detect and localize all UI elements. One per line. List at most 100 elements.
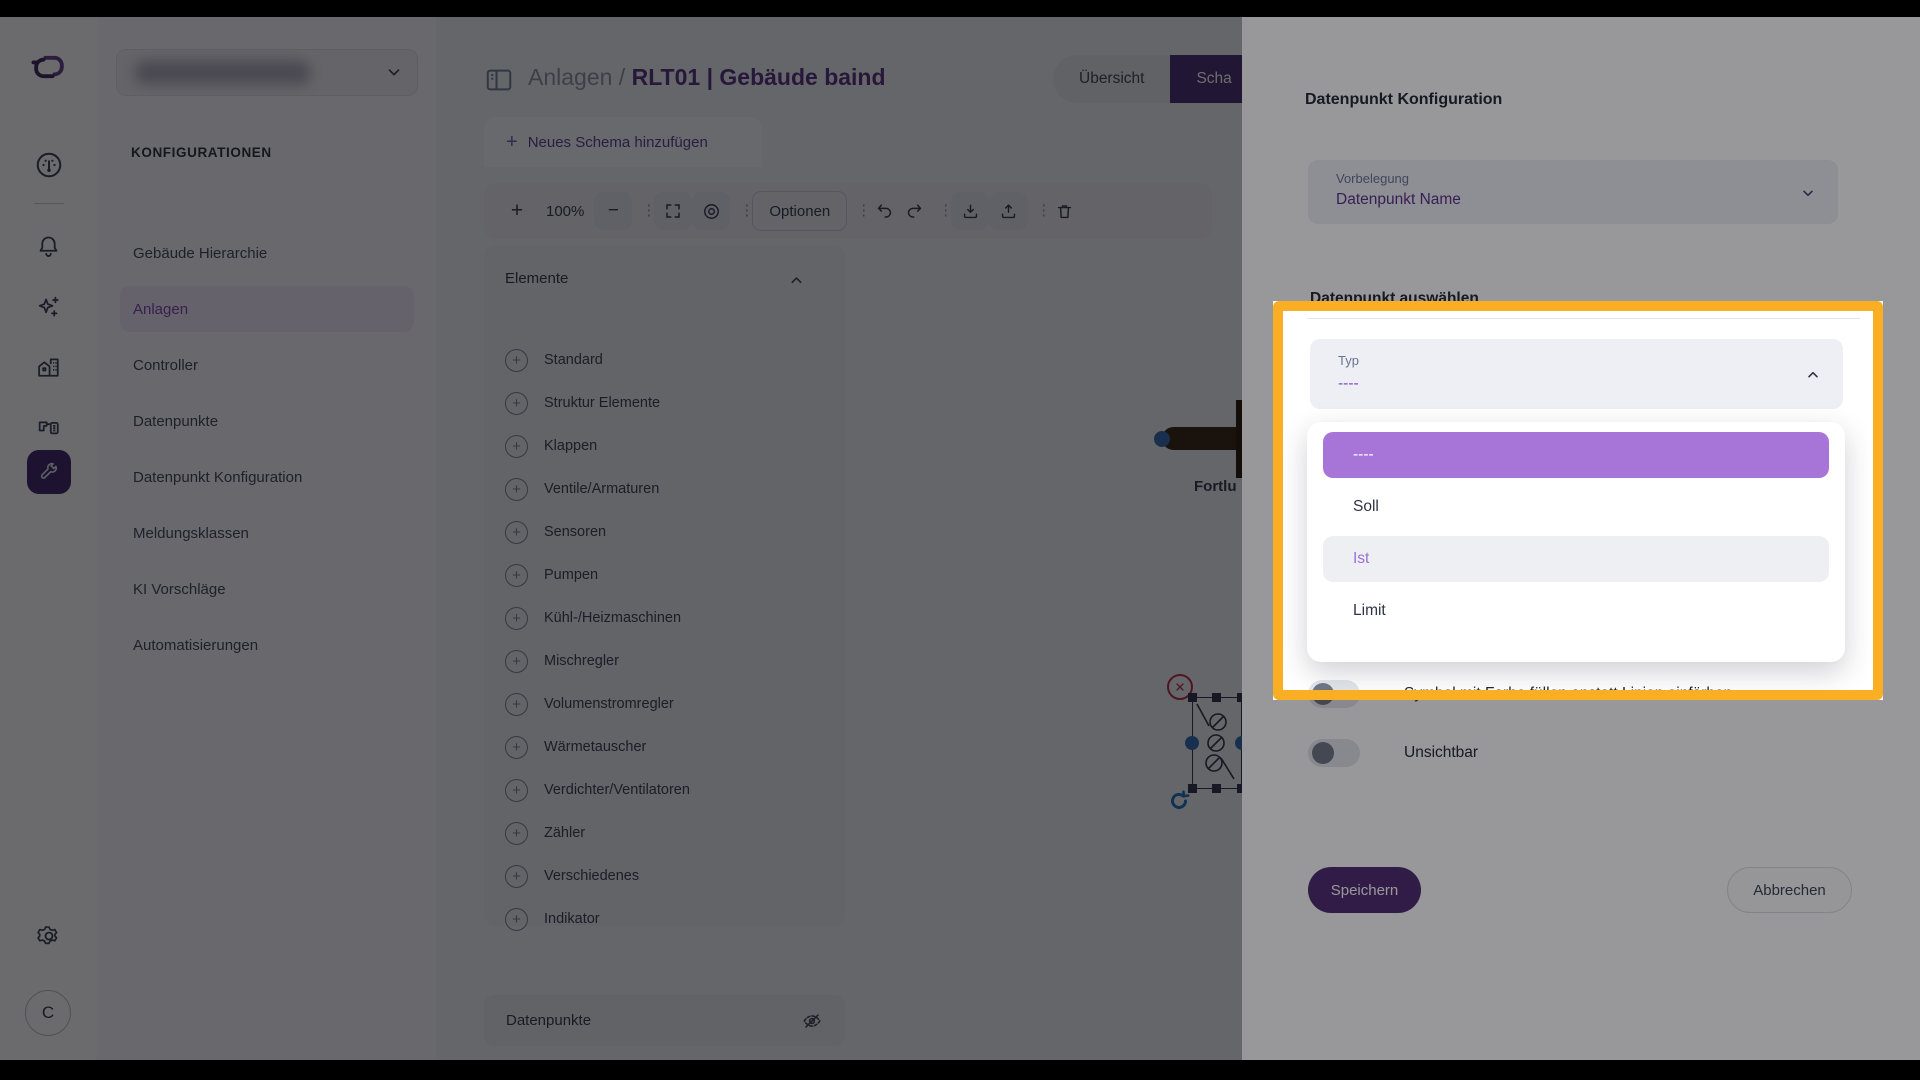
toolbar-separator: ⋮ [641, 202, 657, 219]
delete-button[interactable] [1049, 192, 1079, 230]
organization-select[interactable] [116, 49, 418, 96]
resize-handle[interactable] [1212, 784, 1221, 793]
preview-eye-button[interactable] [692, 192, 731, 230]
letterbox-bottom [0, 1060, 1920, 1080]
resize-handle[interactable] [1237, 784, 1246, 793]
resize-handle[interactable] [1188, 693, 1197, 702]
toggle-row-unsichtbar: Unsichtbar [1308, 739, 1478, 767]
option-empty[interactable]: ---- [1323, 432, 1829, 478]
element-category-standard[interactable]: + Standard [505, 345, 603, 375]
resize-handle[interactable] [1237, 693, 1246, 702]
option-ist[interactable]: Ist [1323, 536, 1829, 582]
element-category-volumenstromregler[interactable]: + Volumenstromregler [505, 689, 674, 719]
sidebar-section-title: KONFIGURATIONEN [131, 145, 272, 160]
plus-circle-icon: + [505, 434, 528, 458]
plus-circle-icon: + [505, 348, 528, 372]
element-category-ventile[interactable]: + Ventile/Armaturen [505, 474, 659, 504]
sidebar-item-meldungsklassen[interactable]: Meldungsklassen [133, 524, 249, 542]
rotate-element-handle[interactable] [1167, 789, 1191, 818]
element-category-mischregler[interactable]: + Mischregler [505, 646, 619, 676]
upload-button[interactable] [989, 192, 1028, 230]
element-category-pumpen[interactable]: + Pumpen [505, 560, 598, 590]
page-title: RLT01 | Gebäude baind [631, 64, 886, 90]
pipe-connector-dot[interactable] [1154, 431, 1170, 447]
options-button[interactable]: Optionen [752, 191, 848, 231]
fullscreen-button[interactable] [654, 192, 693, 230]
letterbox-top [0, 0, 1920, 17]
collapse-chevron-up-icon[interactable] [788, 272, 805, 294]
element-category-sensoren[interactable]: + Sensoren [505, 517, 606, 547]
breadcrumb-root[interactable]: Anlagen / [528, 64, 632, 90]
settings-gear-icon[interactable] [0, 922, 97, 950]
redo-button[interactable] [899, 192, 929, 230]
sidebar-item-gebaeude-hierarchie[interactable]: Gebäude Hierarchie [133, 244, 268, 262]
plus-circle-icon: + [505, 606, 528, 630]
app-logo[interactable] [0, 45, 97, 89]
save-button[interactable]: Speichern [1308, 867, 1421, 913]
download-button[interactable] [951, 192, 990, 230]
sidebar-item-controller[interactable]: Controller [133, 356, 199, 374]
element-category-kuehl-heiz[interactable]: + Kühl-/Heizmaschinen [505, 603, 681, 633]
section-heading: Datenpunkt auswählen [1310, 290, 1479, 307]
sidebar-item-anlagen[interactable]: Anlagen [120, 286, 414, 332]
symbol-fill-toggle[interactable] [1308, 680, 1360, 708]
plus-circle-icon: + [505, 477, 528, 501]
panel-toggle-icon[interactable] [484, 65, 514, 100]
user-avatar[interactable]: C [25, 990, 71, 1036]
duct-pipe-shape[interactable] [1162, 427, 1242, 450]
element-category-klappen[interactable]: + Klappen [505, 431, 597, 461]
facility-equipment-icon[interactable] [0, 413, 97, 441]
trash-icon [1057, 204, 1071, 218]
zoom-in-button[interactable]: + [510, 199, 524, 222]
pipe-label-fortluft: Fortlu [1194, 478, 1237, 495]
element-category-struktur[interactable]: + Struktur Elemente [505, 388, 660, 418]
undo-button[interactable] [869, 192, 899, 230]
tab-uebersicht[interactable]: Übersicht [1079, 70, 1145, 87]
zoom-out-button[interactable]: − [594, 192, 633, 230]
tab-neues-schema[interactable]: + Neues Schema hinzufügen [484, 117, 762, 167]
dashboard-gauge-icon[interactable] [0, 150, 97, 180]
element-category-indikator[interactable]: + Indikator [505, 904, 600, 934]
element-category-zaehler[interactable]: + Zähler [505, 818, 585, 848]
toggle-row-symbol-fill: Symbol mit Farbe füllen anstatt Linien e… [1308, 680, 1732, 708]
toolbar-separator: ⋮ [856, 202, 872, 219]
delete-element-badge[interactable] [1167, 674, 1193, 700]
plus-circle-icon: + [505, 692, 528, 716]
eye-off-icon[interactable] [801, 1010, 823, 1032]
resize-handle[interactable] [1212, 693, 1221, 702]
sidebar-item-automatisierungen[interactable]: Automatisierungen [133, 636, 259, 654]
notifications-bell-icon[interactable] [0, 233, 97, 260]
sidebar-item-datenpunkte[interactable]: Datenpunkte [133, 412, 219, 430]
wrench-icon [40, 462, 58, 479]
typ-select[interactable]: Typ ---- [1310, 339, 1843, 409]
sidebar-item-ki-vorschlaege[interactable]: KI Vorschläge [133, 580, 226, 598]
unsichtbar-toggle[interactable] [1308, 739, 1360, 767]
option-soll[interactable]: Soll [1353, 498, 1379, 515]
tools-wrench-button[interactable] [27, 450, 71, 494]
duct-pipe-vertical[interactable] [1236, 400, 1246, 478]
element-category-waermetauscher[interactable]: + Wärmetauscher [505, 732, 646, 762]
symbol-fill-label: Symbol mit Farbe füllen anstatt Linien e… [1404, 685, 1733, 702]
buildings-icon[interactable] [0, 353, 97, 381]
vorbelegung-select[interactable]: Vorbelegung Datenpunkt Name [1308, 160, 1838, 224]
avatar-initial: C [41, 1003, 55, 1022]
datenpunkte-bar[interactable]: Datenpunkte [484, 995, 845, 1046]
cancel-button[interactable]: Abbrechen [1727, 867, 1852, 913]
option-limit[interactable]: Limit [1353, 602, 1386, 619]
ai-sparkles-icon[interactable] [0, 293, 97, 321]
typ-value: ---- [1338, 375, 1359, 392]
toolbar-separator: ⋮ [739, 202, 755, 219]
resize-handle[interactable] [1188, 784, 1197, 793]
section-divider [1307, 318, 1860, 319]
chevron-down-icon [1800, 185, 1816, 206]
sidebar-item-datenpunkt-konfiguration[interactable]: Datenpunkt Konfiguration [133, 468, 303, 486]
chevron-down-icon [385, 63, 403, 86]
element-category-verdichter[interactable]: + Verdichter/Ventilatoren [505, 775, 690, 805]
connection-point-left[interactable] [1185, 736, 1199, 750]
redacted-org-name [135, 61, 310, 84]
typ-dropdown-menu: ---- Soll Ist Limit [1307, 422, 1845, 662]
element-category-verschiedenes[interactable]: + Verschiedenes [505, 861, 639, 891]
selected-damper-element[interactable] [1185, 693, 1249, 793]
fullscreen-icon [666, 204, 681, 218]
